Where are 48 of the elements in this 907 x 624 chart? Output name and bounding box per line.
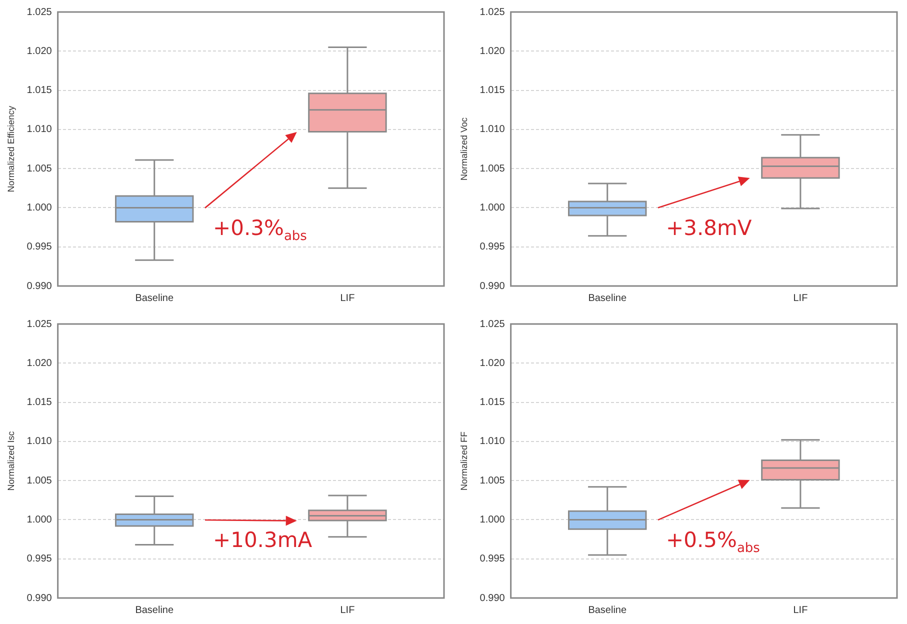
x-tick-label: Baseline	[588, 292, 627, 304]
annotation: +3.8mV	[666, 216, 752, 240]
y-tick-label: 0.995	[26, 242, 52, 253]
y-tick-label: 1.005	[26, 475, 52, 486]
x-tick-label: LIF	[340, 604, 355, 616]
y-tick-label: 1.020	[26, 358, 52, 369]
y-tick-label: 1.000	[26, 202, 52, 214]
y-tick-label: 1.025	[480, 318, 506, 330]
y-tick-label: 1.015	[26, 397, 52, 408]
annotation: +0.5%$_{abs}$	[666, 528, 760, 556]
y-axis-title: Normalized Voc	[458, 116, 469, 181]
x-tick-label: LIF	[340, 292, 355, 304]
y-tick-label: 1.005	[480, 475, 506, 486]
y-tick-label: 1.015	[480, 85, 506, 96]
y-tick-label: 1.005	[480, 163, 506, 174]
y-tick-label: 0.990	[26, 280, 52, 292]
y-axis-title: Normalized FF	[458, 430, 469, 491]
y-tick-label: 1.000	[26, 514, 52, 526]
y-tick-label: 1.010	[480, 124, 506, 136]
y-tick-label: 1.010	[26, 436, 52, 448]
y-tick-label: 1.020	[480, 358, 506, 369]
y-tick-label: 1.020	[26, 46, 52, 57]
y-tick-label: 1.015	[26, 85, 52, 96]
y-tick-label: 0.995	[480, 554, 506, 565]
y-axis-title: Normalized Isc	[6, 430, 16, 491]
y-tick-label: 1.025	[480, 6, 506, 18]
y-tick-label: 1.010	[480, 436, 506, 448]
x-tick-label: Baseline	[135, 604, 174, 616]
annotation: +10.3mA	[212, 528, 312, 552]
y-axis-title: Normalized Efficiency	[6, 105, 16, 192]
y-tick-label: 0.990	[480, 280, 506, 292]
y-tick-label: 1.020	[480, 46, 506, 57]
x-tick-label: LIF	[793, 604, 808, 616]
y-tick-label: 0.995	[480, 242, 506, 253]
y-tick-label: 1.000	[480, 514, 506, 526]
x-tick-label: Baseline	[588, 604, 627, 616]
x-tick-label: Baseline	[135, 292, 174, 304]
y-tick-label: 1.025	[26, 6, 52, 18]
y-tick-label: 1.025	[26, 318, 52, 330]
y-tick-label: 1.010	[26, 124, 52, 136]
y-tick-label: 1.015	[480, 397, 506, 408]
y-tick-label: 0.995	[26, 554, 52, 565]
y-tick-label: 0.990	[480, 592, 506, 604]
annotation: +0.3%$_{abs}$	[212, 216, 307, 244]
y-tick-label: 0.990	[26, 592, 52, 604]
y-tick-label: 1.005	[26, 163, 52, 174]
x-tick-label: LIF	[793, 292, 808, 304]
y-tick-label: 1.000	[480, 202, 506, 214]
